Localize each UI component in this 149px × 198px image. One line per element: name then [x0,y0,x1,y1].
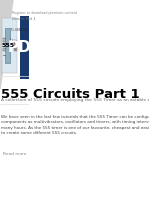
Text: 555 Circuits Part 1: 555 Circuits Part 1 [1,88,139,101]
Text: 555: 555 [1,43,14,48]
Text: We have seen in the last few tutorials that the 555 Timer can be configured with: We have seen in the last few tutorials t… [1,115,149,135]
Text: f = ...: f = ... [10,38,17,42]
Bar [15,40,16,51]
Bar [3,48,5,51]
Bar [20,16,29,79]
Text: PDF: PDF [7,40,41,55]
Text: A collection of 555 circuits employing the 555 Timer as an astable oscillator wi: A collection of 555 circuits employing t… [1,98,149,102]
Text: Circuits Part 1: Circuits Part 1 [12,17,36,21]
Text: T = 0.69(R+C): T = 0.69(R+C) [10,28,28,32]
Bar [5,28,10,63]
Text: Read more: Read more [3,152,26,156]
Polygon shape [0,0,13,89]
Bar [2,18,17,73]
Text: Register to download premium content: Register to download premium content [12,11,77,15]
Bar [3,38,5,42]
Bar [14,40,15,51]
Bar [16,40,17,51]
